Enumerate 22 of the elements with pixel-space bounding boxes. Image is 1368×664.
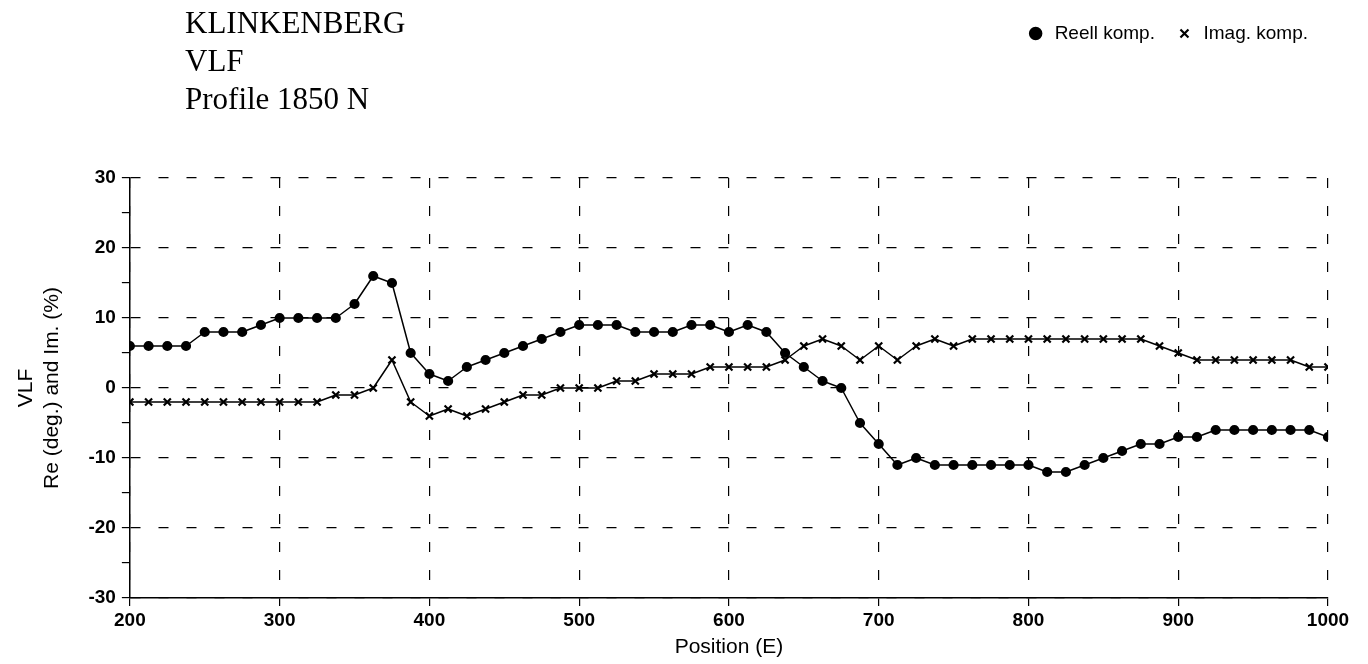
- x-tick-label: 400: [413, 608, 446, 630]
- x-axis-title: Position (E): [674, 634, 784, 658]
- x-tick-label: 300: [263, 608, 296, 630]
- x-tick-label: 200: [114, 608, 146, 630]
- chart-title: KLINKENBERG: [185, 4, 406, 42]
- chart-subtitle: VLF Profile 1850 N: [185, 42, 371, 118]
- y-axis-title: VLF Re (deg.) and Im. (%): [13, 287, 62, 489]
- y-tick-label: 30: [94, 166, 116, 188]
- y-tick-label: -20: [88, 516, 116, 538]
- legend-label: Reell komp.: [1054, 21, 1155, 43]
- x-tick-label: 1000: [1306, 608, 1350, 630]
- y-tick-label: 10: [94, 306, 116, 328]
- x-tick-label: 700: [862, 608, 895, 630]
- y-tick-label: -10: [88, 446, 116, 468]
- y-tick-label: 20: [94, 236, 116, 258]
- x-tick-label: 900: [1162, 608, 1195, 630]
- x-tick-label: 600: [713, 608, 745, 630]
- x-tick-label: 500: [563, 608, 596, 630]
- y-tick-label: -30: [88, 586, 116, 608]
- legend-label: Imag. komp.: [1203, 21, 1309, 43]
- x-tick-label: 800: [1012, 608, 1045, 630]
- y-tick-label: 0: [105, 376, 116, 398]
